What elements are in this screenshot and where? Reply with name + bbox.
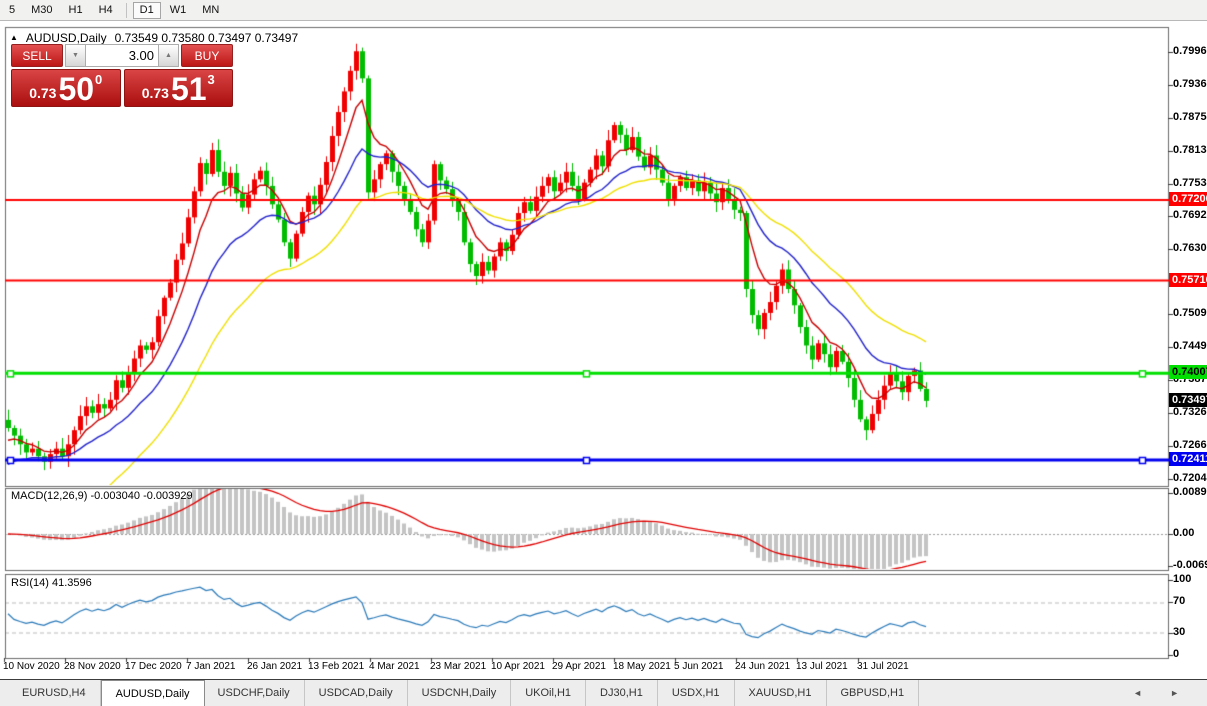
time-axis-label: 17 Dec 2020 <box>125 661 182 672</box>
time-axis-label: 10 Apr 2021 <box>491 661 545 672</box>
chart-tab-USDX-H1[interactable]: USDX,H1 <box>658 680 735 706</box>
tab-scroll-arrows: ◄ ► <box>1127 680 1207 706</box>
sell-price-display[interactable]: 0.73 50 0 <box>11 69 121 107</box>
chart-tab-EURUSD-H4[interactable]: EURUSD,H4 <box>8 680 101 706</box>
timeframe-toolbar: 5 M30 H1 H4 D1 W1 MN <box>0 0 1207 21</box>
rsi-indicator-label: RSI(14) 41.3596 <box>11 577 92 589</box>
macd-axis-tick: 0.00 <box>1173 527 1195 539</box>
chart-tab-DJ30-H1[interactable]: DJ30,H1 <box>586 680 658 706</box>
rsi-axis-tick: 100 <box>1173 573 1192 585</box>
time-axis-label: 23 Mar 2021 <box>430 661 487 672</box>
price-axis-tick: 0.79965 <box>1173 45 1207 57</box>
collapse-arrow-icon[interactable]: ▲ <box>10 33 18 42</box>
macd-axis-tick: 0.008903 <box>1173 486 1207 498</box>
sell-price-point: 0 <box>95 72 103 87</box>
chart-ohlc-quote: 0.73549 0.73580 0.73497 0.73497 <box>114 31 299 45</box>
price-axis-tick: 0.72045 <box>1173 472 1207 484</box>
timeframe-button-D1[interactable]: D1 <box>132 1 161 19</box>
macd-axis-tick: -0.00697 <box>1173 559 1207 571</box>
time-axis-label: 7 Jan 2021 <box>186 661 236 672</box>
buy-price-display[interactable]: 0.73 51 3 <box>123 69 233 107</box>
price-level-badge: 0.74007 <box>1169 365 1207 380</box>
chart-tab-USDCNH-Daily[interactable]: USDCNH,Daily <box>408 680 512 706</box>
tab-scroll-right-button[interactable]: ► <box>1164 687 1185 699</box>
volume-decrease-button[interactable]: ▼ <box>65 44 86 67</box>
volume-spinner: ▼ ▲ <box>65 44 179 67</box>
rsi-axis-tick: 30 <box>1173 626 1186 638</box>
buy-price-point: 3 <box>207 72 215 87</box>
time-axis-label: 24 Jun 2021 <box>735 661 791 672</box>
timeframe-button-M30[interactable]: M30 <box>24 2 59 19</box>
buy-price-prefix: 0.73 <box>141 85 169 101</box>
price-level-badge: 0.75716 <box>1169 272 1207 287</box>
sell-price-pips: 50 <box>58 71 95 107</box>
current-price-badge: 0.73497 <box>1169 393 1207 407</box>
rsi-axis-tick: 0 <box>1173 648 1180 660</box>
time-axis-label: 18 May 2021 <box>613 661 671 672</box>
chart-title-bar: ▲ AUDUSD,Daily 0.73549 0.73580 0.73497 0… <box>10 31 298 45</box>
timeframe-button-W1[interactable]: W1 <box>163 2 194 19</box>
volume-increase-button[interactable]: ▲ <box>158 44 179 67</box>
price-level-badge: 0.72411 <box>1169 451 1207 466</box>
price-axis-tick: 0.76305 <box>1173 242 1207 254</box>
macd-indicator-label: MACD(12,26,9) -0.003040 -0.003929 <box>11 490 193 502</box>
time-axis-label: 29 Apr 2021 <box>552 661 606 672</box>
time-axis-label: 4 Mar 2021 <box>369 661 420 672</box>
toolbar-separator <box>125 2 127 18</box>
rsi-axis-tick: 70 <box>1173 595 1186 607</box>
buy-button[interactable]: BUY <box>181 44 233 67</box>
time-axis-label: 13 Feb 2021 <box>308 661 365 672</box>
buy-price-pips: 51 <box>170 71 207 107</box>
time-axis-label: 28 Nov 2020 <box>64 661 121 672</box>
timeframe-button-H1[interactable]: H1 <box>62 2 90 19</box>
sell-button[interactable]: SELL <box>11 44 63 67</box>
timeframe-button-MN[interactable]: MN <box>195 2 226 19</box>
time-axis-label: 5 Jun 2021 <box>674 661 724 672</box>
tab-scroll-left-button[interactable]: ◄ <box>1127 687 1148 699</box>
volume-input[interactable] <box>86 48 158 63</box>
one-click-trading-panel: SELL ▼ ▲ BUY 0.73 50 0 0.73 51 3 <box>11 44 233 107</box>
chart-tab-USDCAD-Daily[interactable]: USDCAD,Daily <box>305 680 408 706</box>
time-axis-label: 10 Nov 2020 <box>3 661 60 672</box>
timeframe-button-H4[interactable]: H4 <box>92 2 120 19</box>
price-axis-tick: 0.78135 <box>1173 144 1207 156</box>
chart-tab-XAUUSD-H1[interactable]: XAUUSD,H1 <box>735 680 827 706</box>
chart-tab-UKOil-H1[interactable]: UKOil,H1 <box>511 680 587 706</box>
sell-price-prefix: 0.73 <box>29 85 57 101</box>
time-axis-label: 13 Jul 2021 <box>796 661 848 672</box>
chart-tab-bar: EURUSD,H4 AUDUSD,Daily USDCHF,Daily USDCAD,… <box>0 679 1207 706</box>
chart-tab-GBPUSD-H1[interactable]: GBPUSD,H1 <box>827 680 920 706</box>
volume-box <box>86 44 158 67</box>
chart-tab-USDCHF-Daily[interactable]: USDCHF,Daily <box>204 680 305 706</box>
chart-symbol-label: AUDUSD,Daily <box>25 31 107 45</box>
time-axis-label: 31 Jul 2021 <box>857 661 909 672</box>
price-axis-tick: 0.77535 <box>1173 177 1207 189</box>
time-axis-label: 26 Jan 2021 <box>247 661 303 672</box>
chart-tab-AUDUSD-Daily[interactable]: AUDUSD,Daily <box>100 680 205 706</box>
price-axis-tick: 0.79365 <box>1173 78 1207 90</box>
timeframe-button-5[interactable]: 5 <box>2 2 22 19</box>
